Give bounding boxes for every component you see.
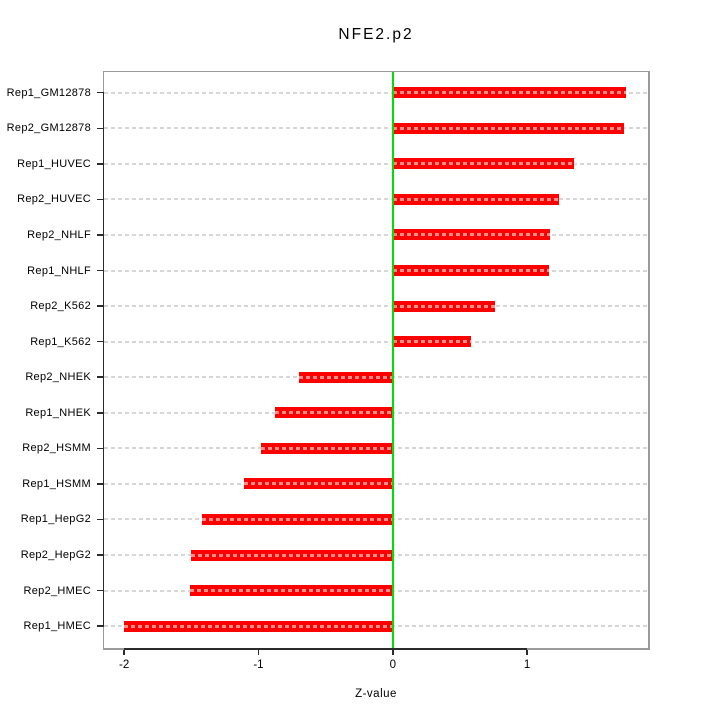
- y-axis-tick-label: Rep1_HepG2: [20, 513, 91, 526]
- bar-hatch: [392, 304, 495, 308]
- x-axis-tick: [257, 648, 260, 655]
- x-axis-tick-label: 0: [389, 659, 396, 671]
- y-axis-tick-label: Rep1_GM12878: [6, 86, 91, 99]
- bar-hatch: [191, 553, 393, 557]
- x-axis-tick-label: -2: [119, 659, 130, 671]
- bar-hatch: [202, 517, 393, 521]
- bar: [261, 442, 393, 454]
- bar: [124, 620, 393, 632]
- bar: [392, 158, 575, 170]
- x-axis-tick-label: -1: [253, 659, 264, 671]
- bar-hatch: [392, 197, 560, 201]
- y-axis-tick-label: Rep2_NHLF: [27, 228, 91, 241]
- y-axis-tick-label: Rep1_K562: [30, 335, 91, 348]
- y-axis-tick-label: Rep2_HSMM: [22, 442, 91, 455]
- bar: [243, 478, 393, 490]
- plot-area: [104, 72, 648, 648]
- y-axis-tick: [97, 447, 104, 450]
- bar-hatch: [392, 91, 627, 95]
- bar-hatch: [392, 340, 471, 344]
- y-axis-line: [102, 91, 104, 628]
- bar-hatch: [298, 375, 393, 379]
- bar-hatch: [261, 446, 393, 450]
- bar: [392, 193, 560, 205]
- bar-hatch: [392, 162, 575, 166]
- bar: [392, 336, 471, 348]
- y-axis-tick: [97, 625, 104, 627]
- bar: [392, 122, 624, 134]
- y-axis-tick-label: Rep2_HMEC: [23, 584, 91, 597]
- bar-hatch: [392, 126, 624, 130]
- y-axis-tick-label: Rep1_HUVEC: [17, 157, 91, 170]
- x-axis-tick: [526, 648, 528, 655]
- bar-hatch: [189, 589, 393, 593]
- bar-hatch: [243, 482, 393, 486]
- bar: [392, 265, 549, 277]
- bar: [189, 585, 393, 597]
- bar: [202, 513, 393, 525]
- y-axis-tick: [97, 554, 104, 556]
- plot-frame-right: [648, 70, 650, 650]
- y-axis-tick: [97, 198, 104, 201]
- y-axis-tick: [97, 340, 104, 343]
- y-axis-tick-label: Rep2_NHEK: [25, 371, 91, 384]
- bar-hatch: [392, 269, 549, 273]
- y-axis-tick: [97, 518, 104, 521]
- x-axis-tick: [123, 648, 125, 655]
- gridline: [104, 269, 648, 272]
- y-axis-tick: [97, 163, 104, 165]
- plot-frame-top: [103, 70, 649, 72]
- bar-hatch: [124, 624, 393, 628]
- x-axis-line: [124, 648, 528, 650]
- y-axis-tick-label: Rep2_K562: [30, 300, 91, 313]
- x-axis-title: Z-value: [355, 688, 397, 700]
- bar: [392, 87, 627, 99]
- bar-hatch: [274, 411, 393, 415]
- y-axis-tick-label: Rep2_HUVEC: [17, 193, 91, 206]
- zero-line: [391, 72, 394, 648]
- y-axis-tick: [97, 269, 104, 272]
- gridline: [104, 91, 648, 94]
- gridline: [104, 305, 648, 308]
- bar-hatch: [392, 233, 550, 237]
- bar: [274, 407, 393, 419]
- gridline: [104, 162, 648, 165]
- y-axis-tick: [97, 589, 104, 592]
- y-axis-tick: [97, 91, 104, 94]
- y-axis-tick-label: Rep1_NHEK: [25, 406, 91, 419]
- x-axis-tick: [392, 648, 394, 655]
- y-axis-tick: [97, 305, 104, 307]
- bar: [191, 549, 393, 561]
- gridline: [104, 127, 648, 130]
- gridline: [104, 340, 648, 343]
- gridline: [104, 233, 648, 236]
- y-axis-tick: [97, 234, 104, 236]
- x-axis-tick-label: 1: [523, 659, 531, 671]
- gridline: [104, 198, 648, 201]
- bar: [392, 229, 550, 241]
- y-axis-tick-label: Rep2_GM12878: [6, 122, 91, 135]
- y-axis-tick-label: Rep2_HepG2: [20, 549, 91, 562]
- bar: [298, 371, 393, 383]
- bar: [392, 300, 495, 312]
- y-axis-tick-label: Rep1_HSMM: [22, 477, 91, 490]
- y-axis-tick-label: Rep1_NHLF: [27, 264, 91, 277]
- chart-title: NFE2.p2: [338, 26, 414, 43]
- y-axis-tick: [97, 483, 104, 485]
- y-axis-tick: [97, 412, 104, 414]
- y-axis-tick: [97, 127, 104, 130]
- y-axis-tick-label: Rep1_HMEC: [23, 620, 91, 633]
- y-axis-tick: [97, 376, 104, 378]
